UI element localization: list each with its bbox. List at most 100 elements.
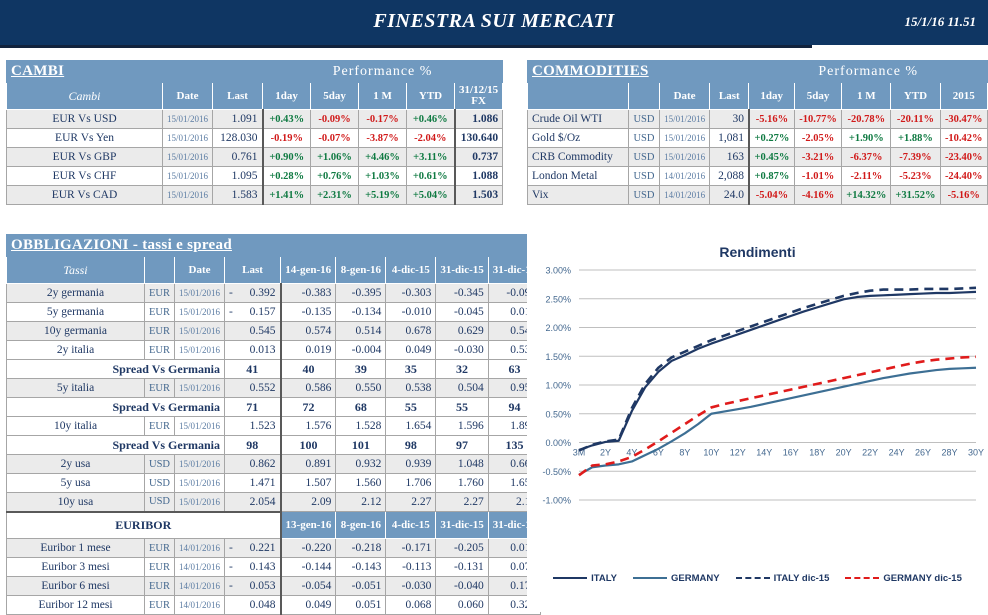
table-row: EUR Vs GBP 15/01/2016 0.761 +0.90% +1.06% +4.… [6,147,504,167]
obbligazioni-col-c2: 8-gen-16 [335,256,387,284]
chart-xtick-label: 4Y [626,448,637,458]
bond-value: 0.514 [335,321,387,341]
spread-value: 68 [335,397,387,417]
spread-value: 55 [385,397,437,417]
cambi-date: 15/01/2016 [161,147,214,167]
euribor-value: -0.218 [335,538,387,558]
commodity-currency: USD [627,147,661,167]
obbligazioni-table: OBBLIGAZIONI - tassi e spread Tassi Date… [5,234,542,615]
chart-ytick-label: 3.00% [545,266,571,276]
bond-currency: EUR [143,378,176,398]
bond-value: 1.528 [335,416,387,436]
bond-date: 15/01/2016 [174,492,226,512]
bond-value: 0.586 [280,378,337,398]
commodity-1m: +1.90% [841,128,892,148]
cambi-col-ytd: YTD [406,82,456,110]
commodity-1day: +0.87% [748,166,795,186]
bond-currency: EUR [143,340,176,360]
commodities-col-5day: 5day [793,82,843,110]
cambi-last: 1.095 [212,166,264,186]
commodity-name: London Metal [527,166,629,186]
obbligazioni-col-c3: 4-dic-15 [385,256,437,284]
chart-xtick-label: 22Y [862,448,878,458]
euribor-value: 0.051 [335,595,387,615]
spread-last: 41 [224,359,282,379]
bond-value: 0.629 [435,321,489,341]
euribor-col-1: 13-gen-16 [280,511,337,539]
commodity-last: 30 [709,109,750,129]
cambi-table: CAMBI Performance % Cambi Date Last 1day… [5,60,504,205]
cambi-5day: -0.09% [310,109,360,129]
table-row: Crude Oil WTI USD 15/01/2016 30 -5.16% -10.77… [527,109,988,129]
chart-xtick-label: 10Y [703,448,719,458]
commodity-1m: +14.32% [841,185,892,205]
bond-value: -0.303 [385,283,437,303]
bond-date: 15/01/2016 [174,283,226,303]
cambi-col-last: Last [212,82,264,110]
commodity-last: 24.0 [709,185,750,205]
minus-sign: - [229,561,233,573]
spread-value: 98 [385,435,437,455]
bond-last: 0.013 [224,340,282,360]
euribor-name: Euribor 6 mesi [6,576,145,596]
cambi-prev: 1.086 [454,109,504,129]
bond-date: 15/01/2016 [174,473,226,493]
table-row: London Metal USD 14/01/2016 2,088 +0.87% -1.0… [527,166,988,186]
bond-last: 0.552 [224,378,282,398]
cambi-title: CAMBI [5,60,264,83]
bond-value: 2.27 [385,492,437,512]
euribor-date: 14/01/2016 [174,557,226,577]
cambi-date: 15/01/2016 [161,166,214,186]
spread-last: 98 [224,435,282,455]
cambi-ytd: +5.04% [406,185,456,205]
chart-ytick-label: 2.50% [545,294,571,304]
page-title: FINESTRA SUI MERCATI [373,10,615,32]
bond-currency: EUR [143,283,176,303]
bond-currency: USD [143,492,176,512]
commodity-5day: -1.01% [793,166,843,186]
obbligazioni-col-date: Date [174,256,226,284]
table-row: Euribor 12 mesi EUR 14/01/2016 0.048 0.049 0.… [6,595,542,615]
spread-row: Spread Vs Germania 98 100 101 98 97 135 [5,435,542,455]
legend-label: ITALY dic-15 [773,572,830,584]
chart-series-germany-dic-15 [578,355,977,477]
bond-value: -0.395 [335,283,387,303]
cambi-date: 15/01/2016 [161,128,214,148]
euribor-currency: EUR [143,595,176,615]
euribor-title: EURIBOR [5,510,282,539]
euribor-value: -0.220 [280,538,337,558]
commodities-col-name [527,82,629,110]
commodities-col-currency [627,82,661,110]
cambi-col-1day: 1day [262,82,312,110]
cambi-last: 0.761 [212,147,264,167]
commodity-1m: -20.78% [841,109,892,129]
cambi-name: EUR Vs USD [6,109,163,129]
bond-value: 0.019 [280,340,337,360]
bond-value: 1.048 [435,454,489,474]
bond-value: 0.574 [280,321,337,341]
spread-value: 55 [435,397,489,417]
bond-value: 0.049 [385,340,437,360]
table-row: CRB Commodity USD 15/01/2016 163 +0.45% -3.21… [527,147,988,167]
bond-value: 2.09 [280,492,337,512]
commodity-date: 15/01/2016 [659,128,711,148]
cambi-panel: CAMBI Performance % Cambi Date Last 1day… [5,60,504,205]
euribor-value: 0.049 [280,595,337,615]
legend-swatch [845,577,880,579]
euribor-value: 0.068 [385,595,437,615]
bond-date: 15/01/2016 [174,340,226,360]
table-row: 5y italia EUR 15/01/2016 0.552 0.586 0.550 0.5… [6,378,542,398]
commodity-1day: +0.45% [748,147,795,167]
bond-last: 1.471 [224,473,282,493]
commodity-5day: -2.05% [793,128,843,148]
euribor-currency: EUR [143,538,176,558]
chart-ytick-label: -1.00% [542,496,571,506]
chart-xtick-label: 16Y [783,448,799,458]
bond-value: -0.135 [280,302,337,322]
obbligazioni-col-name: Tassi [6,256,145,284]
commodities-col-1day: 1day [748,82,795,110]
chart-ytick-label: 0.00% [545,438,571,448]
chart-xtick-label: 3M [573,448,586,458]
bond-value: 0.504 [435,378,489,398]
bond-name: 10y usa [6,492,145,512]
